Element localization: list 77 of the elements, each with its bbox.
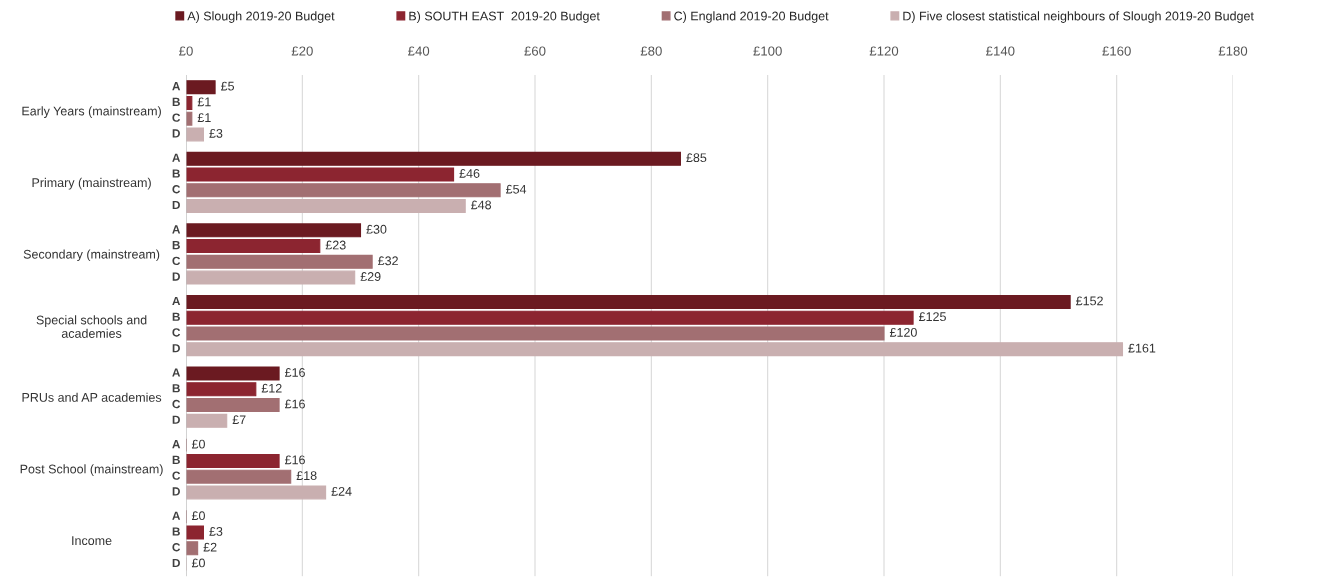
data-label: £1: [197, 113, 211, 122]
x-tick-label: £100: [753, 46, 782, 56]
text: D: [172, 558, 180, 568]
legend-label: A) Slough 2019-20 Budget: [187, 11, 335, 23]
data-label: £120: [889, 327, 917, 337]
data-label: £161: [1128, 343, 1156, 353]
text: A: [172, 225, 181, 234]
data-label: £23: [325, 240, 346, 250]
text: B: [172, 455, 180, 464]
text: D: [172, 272, 180, 281]
data-label: £46: [459, 169, 480, 178]
text: A: [172, 368, 181, 377]
y-tick-label: Special schools and academies: [36, 315, 147, 338]
text: C: [172, 328, 181, 337]
x-tick-label: £120: [869, 46, 899, 56]
y-tick-label: Early Years (mainstream): [22, 106, 161, 118]
text: D: [172, 487, 180, 496]
data-label: £24: [331, 486, 352, 496]
data-label: £18: [296, 471, 317, 481]
text: A: [172, 296, 181, 306]
data-label: £7: [232, 415, 246, 425]
data-label: £0: [191, 439, 205, 449]
text: D: [172, 415, 180, 424]
y-tick-label: PRUs and AP academies: [22, 392, 162, 402]
text: B: [172, 169, 180, 178]
data-label: £30: [366, 224, 387, 234]
text: B: [172, 527, 180, 536]
data-label: £3: [209, 527, 223, 536]
x-tick-label: £160: [1102, 46, 1131, 56]
data-label: £152: [1076, 296, 1103, 306]
text: B: [172, 312, 180, 321]
text: B: [172, 241, 180, 250]
text: C: [172, 399, 181, 409]
data-label: £12: [261, 383, 282, 393]
text: A: [172, 82, 181, 91]
text: D: [172, 129, 180, 138]
data-label: £16: [284, 455, 305, 465]
data-label: £5: [220, 81, 235, 91]
data-label: £1: [197, 97, 211, 107]
text: D: [172, 200, 180, 210]
text: B: [172, 384, 180, 393]
data-label: £32: [378, 256, 398, 266]
data-label: £54: [506, 184, 527, 194]
x-tick-label: £60: [524, 46, 546, 56]
legend-label: B) SOUTH EAST 2019-20 Budget: [409, 11, 600, 23]
text: C: [172, 256, 181, 266]
text: A: [172, 440, 181, 449]
x-tick-label: £180: [1218, 46, 1248, 56]
data-label: £29: [360, 272, 381, 281]
data-label: £3: [209, 128, 223, 138]
x-tick-label: £20: [291, 46, 313, 56]
data-label: £0: [191, 558, 205, 568]
data-label: £16: [284, 368, 305, 377]
y-tick-label: Primary (mainstream): [32, 177, 151, 190]
text: C: [172, 543, 181, 552]
x-tick-label: £40: [408, 46, 430, 56]
text: C: [172, 471, 181, 480]
text: A: [172, 153, 181, 162]
data-label: £125: [918, 312, 946, 322]
x-tick-label: £140: [986, 46, 1015, 56]
data-label: £16: [284, 399, 305, 409]
data-label: £2: [203, 542, 217, 552]
y-tick-label: Income: [72, 536, 112, 546]
x-tick-label: £80: [640, 46, 662, 56]
x-tick-label: £0: [179, 46, 193, 56]
y-tick-label: Post School (mainstream): [20, 464, 163, 476]
text: D: [172, 344, 180, 353]
text: A: [172, 511, 181, 520]
data-label: £0: [191, 511, 205, 521]
text: B: [172, 97, 180, 106]
data-label: £85: [686, 153, 707, 163]
legend-label: D) Five closest statistical neighbours of Slough 2019-20 Budget: [903, 11, 1254, 23]
data-label: £48: [471, 200, 492, 210]
legend-label: C) England 2019-20 Budget: [674, 11, 829, 23]
text: C: [172, 113, 181, 122]
y-tick-label: Secondary (mainstream): [23, 249, 160, 262]
text: C: [172, 185, 181, 194]
